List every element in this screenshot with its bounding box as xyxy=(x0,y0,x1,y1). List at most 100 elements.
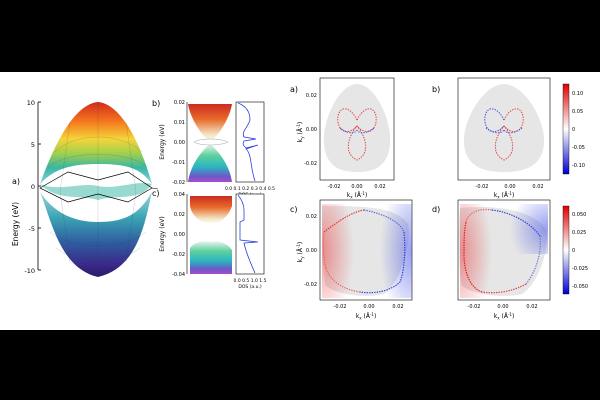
figure: a) Energy (eV) 10 5 0 -5 -10 b xyxy=(0,72,600,330)
map-a-xtick: 0.02 xyxy=(374,184,385,190)
map-a-lobe xyxy=(337,108,358,132)
map-c-ytick: 0.00 xyxy=(306,248,317,254)
map-b-xtick: -0.02 xyxy=(476,184,489,190)
map-a-domain xyxy=(323,84,391,172)
panel-c-ytick: 0.02 xyxy=(174,212,185,218)
panel-a-ytick: -10 xyxy=(24,267,35,275)
map-c-ylabel: ky (Å-1) xyxy=(296,242,305,263)
map-b-label: b) xyxy=(432,85,440,94)
map-c-xtick: 0.00 xyxy=(363,304,374,310)
map-c-ytick: -0.02 xyxy=(304,282,317,288)
colorbar-top: 0.10 0.05 0 -0.05 -0.10 xyxy=(562,83,585,175)
map-b-xtick: 0.00 xyxy=(504,184,515,190)
map-c-xtick: -0.02 xyxy=(334,304,347,310)
panel-b-dos-frame xyxy=(235,101,265,183)
panel-b-lower-cone xyxy=(188,144,232,182)
map-b-lobe xyxy=(503,108,524,132)
panel-c-label: c) xyxy=(152,189,160,198)
map-c-xtick: 0.02 xyxy=(392,304,403,310)
panel-b-dos-curve xyxy=(237,102,259,182)
lower-band-surface xyxy=(40,192,152,277)
map-b-blue-arc xyxy=(485,127,505,134)
panel-c-ytick: -0.04 xyxy=(172,272,185,278)
colorbar-top-tick: 0.10 xyxy=(572,91,583,97)
map-a-ylabel: ky (Å-1) xyxy=(296,122,305,143)
map-c-ytick: 0.02 xyxy=(306,214,317,220)
panel-b-ytick: -0.02 xyxy=(172,180,185,186)
panel-c-dos-curve xyxy=(237,194,259,274)
panel-b-ytick: 0.00 xyxy=(174,140,185,146)
map-a-lobe xyxy=(356,108,377,132)
panel-b-ytick: 0.02 xyxy=(174,100,185,106)
panel-c-dos-xticks: 0.0 0.5 1.0 1.5 xyxy=(234,278,267,284)
map-a-ytick: 0.00 xyxy=(306,127,317,133)
map-c-red-arc xyxy=(325,267,361,293)
panel-b-upper-cone xyxy=(188,104,232,142)
map-b-blue-arc xyxy=(503,127,523,134)
colorbar-bottom-tick: 0.025 xyxy=(572,230,586,236)
map-a-xtick: 0.00 xyxy=(351,184,362,190)
colorbar-top-tick: -0.10 xyxy=(572,163,585,169)
panel-c-lower-band xyxy=(190,241,232,274)
colorbar-top-tick: 0 xyxy=(572,127,575,133)
map-d-blue-arc xyxy=(525,235,541,285)
panel-a-ytick: 10 xyxy=(27,99,35,107)
panel-c-ytick: -0.02 xyxy=(172,252,185,258)
map-a-xlabel: kx (Å-1) xyxy=(347,191,368,200)
colorbar-top-tick: 0.05 xyxy=(572,109,583,115)
map-c-red-arc xyxy=(323,209,365,233)
panel-a-bands: a) Energy (eV) 10 5 0 -5 -10 xyxy=(11,99,159,277)
map-panel-c: c) ky (Å-1) 0.02 0.00 -0.02 -0.02 0.00 0… xyxy=(290,199,413,321)
map-c-blue-arc xyxy=(359,231,406,294)
map-d-xtick: 0.02 xyxy=(526,304,537,310)
colorbar-bottom-tick: -0.025 xyxy=(572,266,588,272)
map-c-label: c) xyxy=(290,205,298,214)
panel-a-ytick: 5 xyxy=(31,141,35,149)
map-b-xtick: 0.02 xyxy=(532,184,543,190)
panel-b-bands: b) Energy (eV) 0.02 0.01 0.00 -0.01 -0.0… xyxy=(152,99,275,198)
map-d-red-arc xyxy=(463,221,483,293)
figure-canvas: a) Energy (eV) 10 5 0 -5 -10 b xyxy=(11,77,588,321)
panel-a-label: a) xyxy=(12,177,20,186)
panel-a-ytick: 0 xyxy=(31,183,35,191)
panel-b-dos-xticks: 0.0 0.1 0.2 0.3 0.4 0.5 xyxy=(225,186,275,192)
panel-c-bands: c) Energy (eV) 0.04 0.02 0.00 -0.02 -0.0… xyxy=(152,189,267,290)
panel-c-upper-band xyxy=(190,196,232,224)
map-a-xtick: -0.02 xyxy=(328,184,341,190)
map-b-lobe xyxy=(484,108,505,132)
panel-c-ytick: 0.04 xyxy=(174,192,185,198)
panel-b-ytick: 0.01 xyxy=(174,120,185,126)
map-a-ytick: -0.02 xyxy=(304,161,317,167)
map-panel-d: d) -0.02 0.00 0.02 kx (Å-1) xyxy=(432,199,551,321)
colorbar-bottom-tick: -0.050 xyxy=(572,284,588,290)
map-c-xlabel: kx (Å-1) xyxy=(356,312,377,321)
map-c-blue-arc xyxy=(363,209,405,233)
map-a-label: a) xyxy=(290,85,298,94)
colorbar-bottom: 0.050 0.025 0 -0.025 -0.050 xyxy=(562,205,588,295)
panel-a-ytick: -5 xyxy=(29,225,35,233)
map-d-xtick: 0.00 xyxy=(497,304,508,310)
panel-c-ytick: 0.00 xyxy=(174,232,185,238)
panel-a-ylabel: Energy (eV) xyxy=(11,202,20,246)
colorbar-bottom-tick: 0 xyxy=(572,248,575,254)
map-c-red-arc xyxy=(322,231,327,269)
panel-b-ylabel: Energy (eV) xyxy=(159,124,166,159)
map-b-lobe xyxy=(494,125,514,161)
map-b-domain xyxy=(463,84,545,172)
map-d-label: d) xyxy=(432,205,440,214)
map-b-xlabel: kx (Å-1) xyxy=(494,191,515,200)
colorbar-top-tick: -0.05 xyxy=(572,145,585,151)
map-a-lobe xyxy=(347,125,367,161)
panel-c-ylabel: Energy (eV) xyxy=(159,216,166,251)
map-d-blue-arc xyxy=(491,209,541,237)
map-panel-a: a) ky (Å-1) 0.02 0.00 -0.02 -0.02 0.00 0… xyxy=(290,77,395,200)
upper-band-surface xyxy=(40,102,152,184)
map-a-ytick: 0.02 xyxy=(306,93,317,99)
map-d-red-arc xyxy=(481,283,527,294)
map-d-xlabel: kx (Å-1) xyxy=(494,312,515,321)
panel-b-label: b) xyxy=(152,99,160,108)
map-d-red-arc xyxy=(465,208,493,223)
panel-c-dos-xlabel: DOS (a.u.) xyxy=(238,284,262,290)
map-panel-b: b) -0.02 0.00 0.02 kx (Å-1) xyxy=(432,77,551,200)
panel-b-ytick: -0.01 xyxy=(172,160,185,166)
